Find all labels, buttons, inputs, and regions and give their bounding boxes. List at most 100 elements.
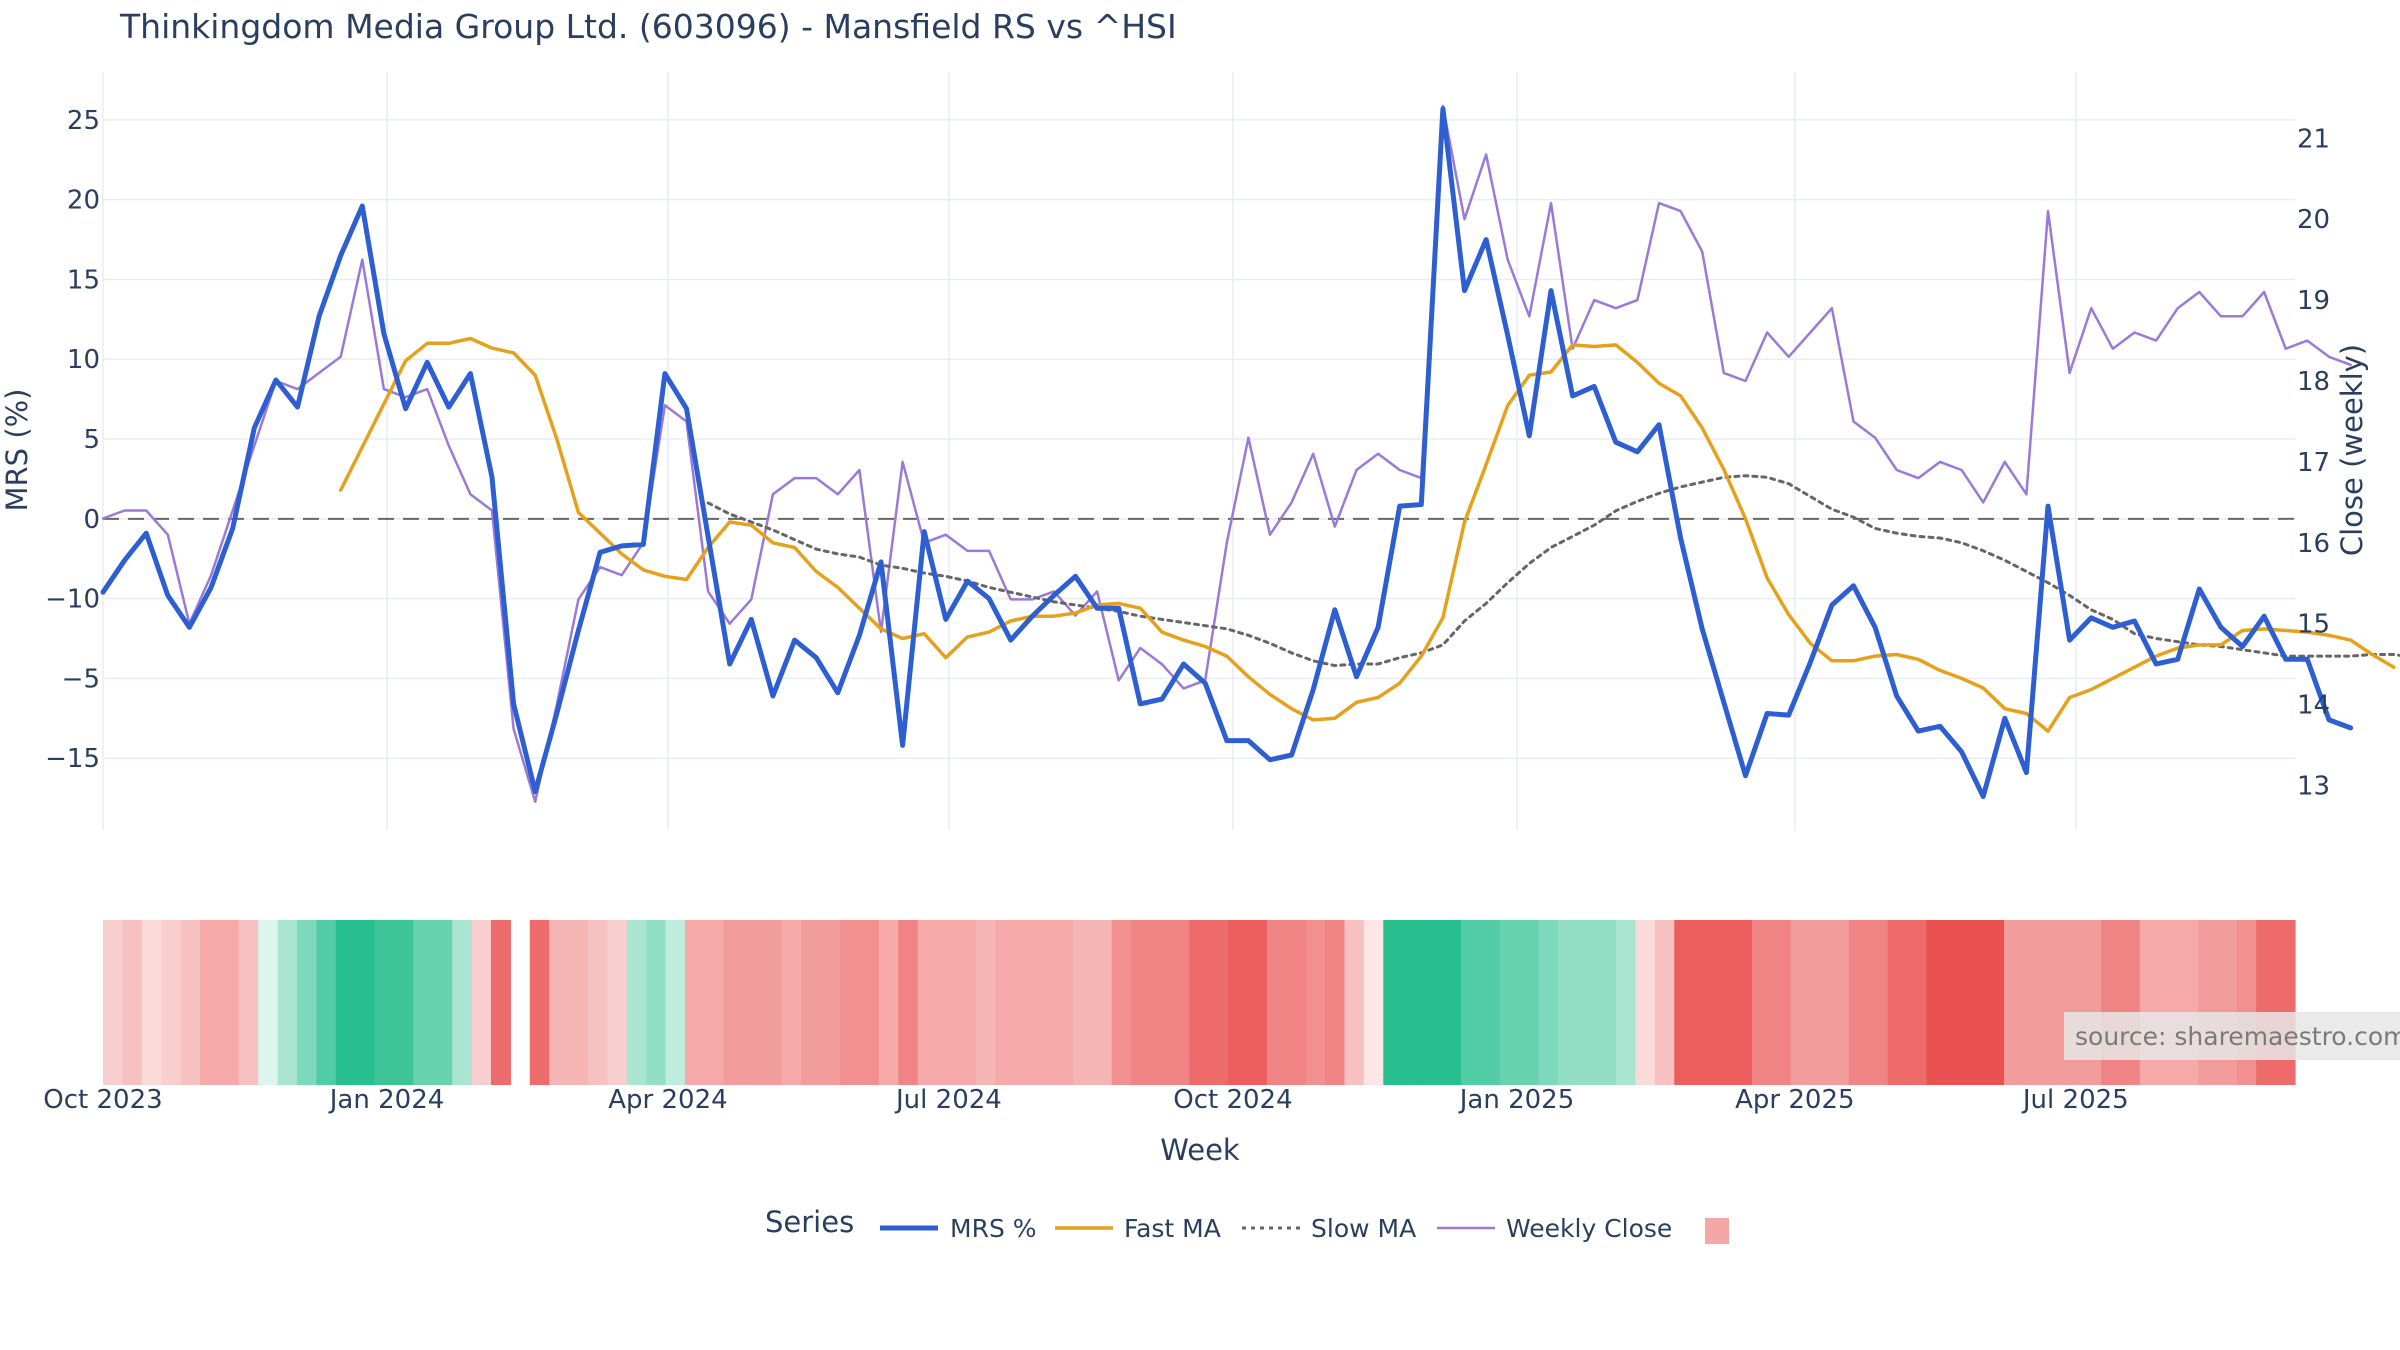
heatmap-cell	[1499, 920, 1520, 1085]
heatmap-cell	[1538, 920, 1559, 1085]
heatmap-cell	[1208, 920, 1229, 1085]
y-tick-label: 5	[83, 425, 100, 455]
heatmap-cell	[1635, 920, 1656, 1085]
y-axis-ticks: 25 20 15 10 5 0 −10 −5 −15	[45, 106, 100, 774]
y2-tick-label: 16	[2297, 529, 2330, 559]
heatmap-cell	[1713, 920, 1734, 1085]
y-tick-label: 0	[83, 505, 100, 535]
x-axis-ticks: Oct 2023 Jan 2024 Apr 2024 Jul 2024 Oct 2024…	[43, 1085, 2128, 1115]
heatmap-cell	[665, 920, 686, 1085]
heatmap-cell	[1596, 920, 1617, 1085]
x-tick-label: Apr 2024	[608, 1085, 727, 1115]
heatmap-cell	[917, 920, 938, 1085]
heatmap-cell	[122, 920, 143, 1085]
heatmap-cell	[296, 920, 317, 1085]
chart-title: Thinkingdom Media Group Ltd. (603096) - …	[119, 7, 1177, 46]
heatmap-cell	[1577, 920, 1598, 1085]
heatmap-cell	[1053, 920, 1074, 1085]
heatmap-cell	[529, 920, 550, 1085]
heatmap-cell	[781, 920, 802, 1085]
x-tick-label: Oct 2024	[1173, 1085, 1292, 1115]
heatmap-cell	[1907, 920, 1928, 1085]
heatmap-cell	[1965, 920, 1986, 1085]
heatmap-cell	[1984, 920, 2005, 1085]
heatmap-cell	[684, 920, 705, 1085]
heatmap-cell	[1616, 920, 1637, 1085]
heatmap-cell	[2198, 920, 2219, 1085]
legend-label-weekly-close: Weekly Close	[1506, 1214, 1672, 1243]
y2-tick-label: 19	[2297, 286, 2330, 316]
heatmap-cell	[2101, 920, 2122, 1085]
heatmap-cell	[1848, 920, 1869, 1085]
watermark-text: source: sharemaestro.com	[2075, 1022, 2400, 1051]
heatmap-cell	[471, 920, 492, 1085]
heatmap-cell	[1189, 920, 1210, 1085]
heatmap-cell	[820, 920, 841, 1085]
y2-tick-label: 15	[2297, 610, 2330, 640]
x-tick-label: Jul 2024	[894, 1085, 1002, 1115]
heatmap-cell	[1402, 920, 1423, 1085]
heatmap-cell	[2004, 920, 2025, 1085]
heatmap-cell	[1169, 920, 1190, 1085]
heatmap-cell	[103, 920, 123, 1085]
x-tick-label: Jan 2024	[328, 1085, 445, 1115]
heatmap-cell	[2139, 920, 2160, 1085]
heatmap-cell	[393, 920, 414, 1085]
heatmap-cell	[316, 920, 337, 1085]
heatmap-cell	[1887, 920, 1908, 1085]
heatmap-cell	[2256, 920, 2277, 1085]
heatmap-cell	[374, 920, 395, 1085]
heatmap-cell	[1829, 920, 1850, 1085]
y2-tick-label: 18	[2297, 367, 2330, 397]
heatmap-cell	[335, 920, 356, 1085]
heatmap-cell	[1305, 920, 1326, 1085]
legend-swatch-heatmap	[1705, 1218, 1729, 1244]
heatmap-cell	[2159, 920, 2180, 1085]
x-tick-label: Oct 2023	[43, 1085, 162, 1115]
heatmap-cell	[898, 920, 919, 1085]
watermark: source: sharemaestro.com	[2064, 1012, 2400, 1060]
heatmap-cell	[258, 920, 279, 1085]
rs-heatmap-strip	[103, 920, 2296, 1085]
y2-tick-label: 17	[2297, 448, 2330, 478]
heatmap-cell	[995, 920, 1016, 1085]
heatmap-cell	[2275, 920, 2296, 1085]
heatmap-cell	[1771, 920, 1792, 1085]
heatmap-cell	[1654, 920, 1675, 1085]
heatmap-cell	[1014, 920, 1035, 1085]
heatmap-cell	[975, 920, 996, 1085]
heatmap-cell	[1072, 920, 1093, 1085]
y-tick-label: −10	[45, 585, 100, 615]
y2-tick-label: 13	[2297, 772, 2330, 802]
heatmap-cell	[568, 920, 589, 1085]
heatmap-cell	[878, 920, 899, 1085]
heatmap-cell	[607, 920, 628, 1085]
heatmap-cell	[2081, 920, 2102, 1085]
heatmap-cell	[801, 920, 822, 1085]
heatmap-cell	[180, 920, 201, 1085]
heatmap-cell	[859, 920, 880, 1085]
heatmap-cell	[1092, 920, 1113, 1085]
legend-label-fast-ma: Fast MA	[1124, 1214, 1221, 1243]
heatmap-cell	[937, 920, 958, 1085]
y2-axis-title: Close (weekly)	[2335, 344, 2369, 556]
heatmap-cell	[1460, 920, 1481, 1085]
y-tick-label: 10	[67, 345, 100, 375]
series-layer	[100, 104, 2400, 803]
heatmap-cell	[452, 920, 473, 1085]
y-tick-label: −15	[45, 744, 100, 774]
heatmap-cell	[956, 920, 977, 1085]
heatmap-cell	[238, 920, 259, 1085]
heatmap-cell	[723, 920, 744, 1085]
heatmap-cell	[549, 920, 570, 1085]
series-line-mrs	[100, 106, 2354, 799]
heatmap-cell	[1266, 920, 1287, 1085]
series-line-fast-ma	[338, 336, 2396, 733]
heatmap-cell	[1519, 920, 1540, 1085]
heatmap-cell	[2236, 920, 2257, 1085]
x-tick-label: Apr 2025	[1735, 1085, 1854, 1115]
heatmap-cell	[1034, 920, 1055, 1085]
heatmap-cell	[141, 920, 162, 1085]
y2-tick-label: 14	[2297, 691, 2330, 721]
heatmap-cell	[1422, 920, 1443, 1085]
